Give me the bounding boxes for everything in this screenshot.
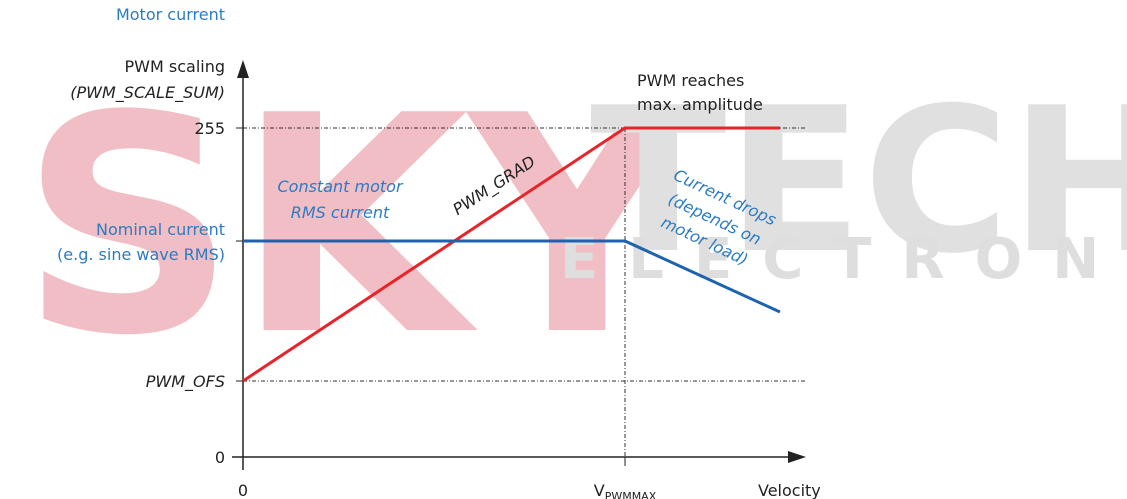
y-title-pwm: PWM scaling (125, 57, 225, 76)
y-label: PWM_OFS (146, 372, 225, 392)
x-title: Velocity (758, 481, 821, 499)
y-label: Nominal current (96, 220, 225, 239)
annotation: PWM reaches (637, 71, 744, 90)
watermark-sub: ELECTRONIC (560, 227, 1127, 292)
x-label-main: V (594, 481, 605, 499)
x-label: 0 (238, 481, 248, 499)
y-arrow (237, 60, 249, 78)
pwm-curve (242, 126, 780, 383)
y-title-pwm: (PWM_SCALE_SUM) (70, 83, 225, 103)
x-arrow (788, 451, 806, 463)
watermark: SKY TECH ELECTRONIC (20, 52, 1127, 401)
annotation: Constant motor (277, 177, 403, 196)
watermark-tech: TECH (590, 65, 1127, 298)
y-label: (e.g. sine wave RMS) (57, 245, 225, 264)
y-label: 0 (215, 448, 225, 467)
y-title-current: Motor current (116, 5, 225, 24)
x-label: VPWMMAX (594, 481, 657, 499)
annotation: RMS current (291, 203, 390, 222)
annotation: max. amplitude (637, 95, 763, 114)
y-label: 255 (194, 119, 225, 138)
current-curve (243, 239, 781, 314)
watermark-sky: SKY (20, 52, 689, 401)
x-label-sub: PWMMAX (605, 490, 657, 499)
